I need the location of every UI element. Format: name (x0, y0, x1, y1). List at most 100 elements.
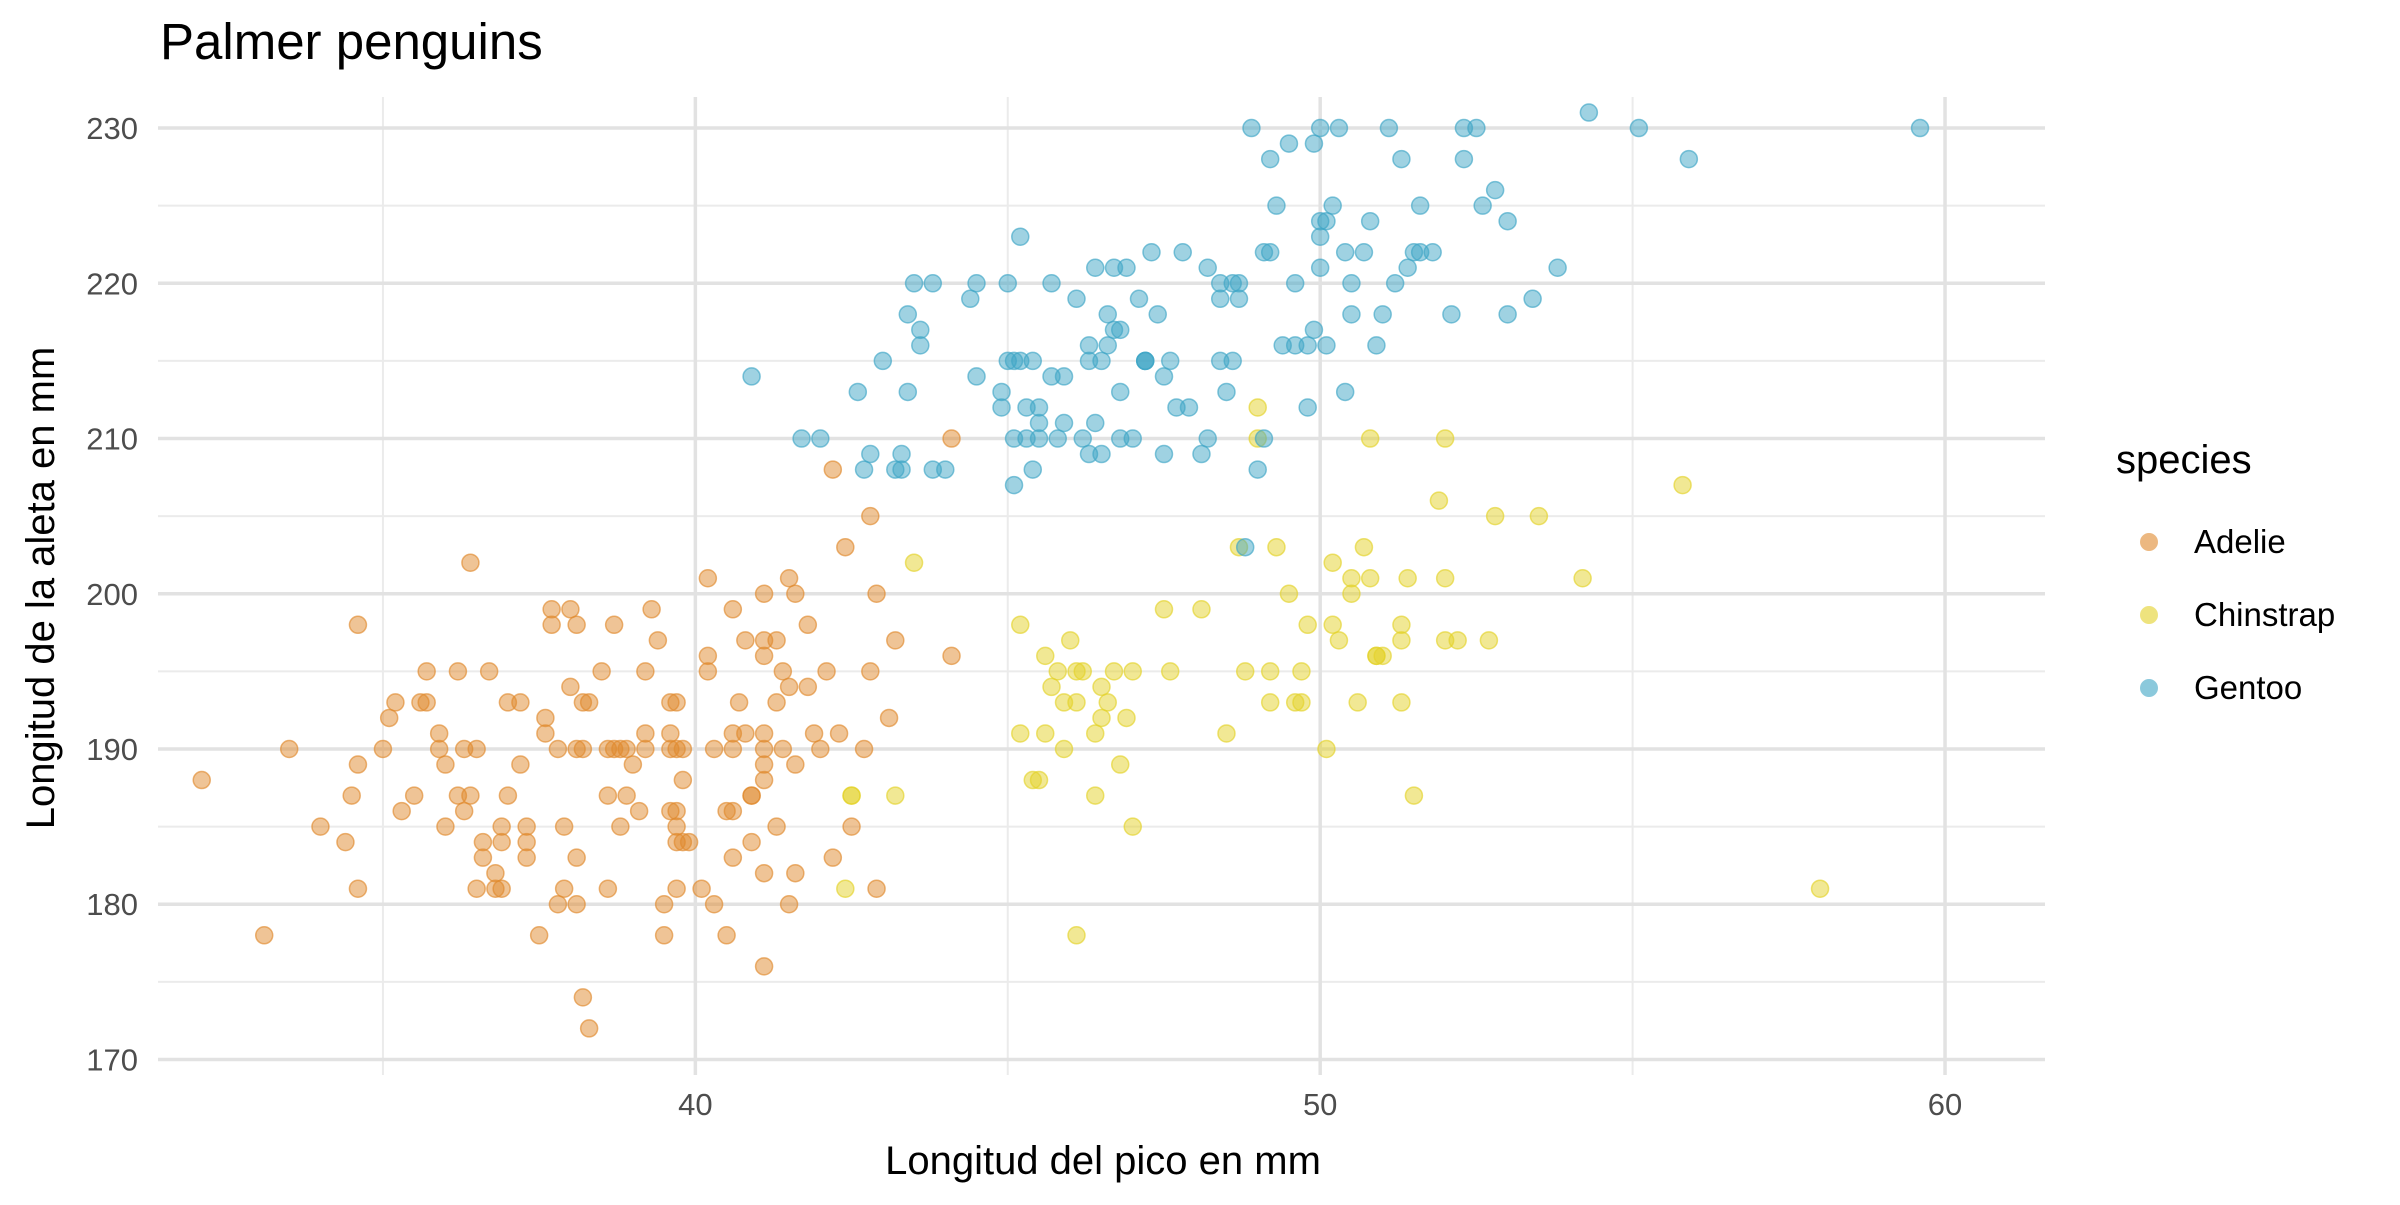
data-point (836, 537, 855, 557)
data-point (673, 832, 693, 852)
data-point (698, 646, 718, 666)
data-point (1629, 118, 1649, 138)
data-point (279, 739, 299, 759)
data-point (667, 693, 686, 712)
data-points (192, 103, 1930, 1038)
data-point (611, 739, 630, 759)
data-point (1473, 196, 1492, 215)
data-point (754, 755, 774, 774)
data-point (754, 646, 774, 666)
data-point (942, 429, 961, 448)
series-adelie (192, 429, 961, 1038)
series-gentoo (742, 103, 1930, 557)
data-point (1360, 429, 1380, 448)
data-point (567, 615, 586, 635)
data-point (1154, 600, 1174, 619)
y-tick-label: 170 (86, 1042, 138, 1077)
data-point (742, 832, 761, 852)
data-point (1410, 242, 1430, 262)
data-point (1086, 258, 1105, 278)
data-point (492, 879, 511, 898)
data-point (936, 460, 955, 479)
data-point (1323, 553, 1342, 572)
data-point (611, 817, 630, 836)
data-point (1192, 600, 1211, 619)
y-tick-label: 210 (86, 422, 138, 457)
y-tick-label: 220 (86, 266, 138, 301)
data-point (861, 662, 880, 681)
data-point (923, 274, 943, 293)
data-point (1192, 444, 1211, 464)
data-point (629, 801, 649, 821)
legend: species Adelie Chinstrap Gentoo (2116, 438, 2335, 724)
data-point (1054, 739, 1074, 759)
data-point (904, 553, 924, 572)
data-point (704, 739, 724, 759)
data-point (1117, 708, 1136, 728)
data-point (911, 336, 930, 355)
data-point (1310, 118, 1330, 138)
data-point (636, 724, 655, 743)
data-point (1260, 149, 1280, 169)
data-point (1429, 491, 1449, 510)
y-axis-ticks: 170 180 190 200 210 220 230 (86, 111, 138, 1077)
data-point (1223, 351, 1242, 371)
data-point (1042, 677, 1061, 697)
major-grid (158, 97, 2045, 1075)
data-point (348, 755, 368, 774)
data-point (1317, 211, 1336, 231)
data-point (1235, 662, 1255, 681)
data-point (1036, 724, 1055, 743)
data-point (967, 367, 986, 386)
y-tick-label: 200 (86, 577, 138, 612)
data-point (467, 739, 486, 759)
data-point (1086, 786, 1105, 805)
data-point (311, 817, 330, 836)
data-point (342, 786, 361, 805)
data-point (1248, 460, 1267, 479)
data-point (567, 848, 586, 867)
data-point (723, 739, 743, 759)
data-point (1004, 475, 1024, 495)
data-point (1148, 305, 1167, 324)
data-point (829, 724, 849, 743)
data-point (1129, 289, 1149, 309)
chart-title: Palmer penguins (160, 13, 543, 70)
data-point (1410, 196, 1430, 215)
data-point (1304, 134, 1324, 153)
data-point (554, 879, 574, 898)
data-point (604, 615, 624, 635)
data-point (348, 879, 368, 898)
data-point (1448, 631, 1467, 650)
data-point (1398, 568, 1417, 588)
data-point (517, 832, 536, 852)
data-point (598, 786, 618, 805)
data-point (654, 926, 674, 945)
data-point (1360, 211, 1380, 231)
data-point (811, 429, 830, 448)
data-point (1029, 429, 1049, 448)
data-point (1217, 382, 1236, 402)
data-point (779, 677, 799, 697)
data-point (754, 957, 774, 976)
data-point (1079, 336, 1099, 355)
data-point (804, 724, 824, 743)
data-point (1023, 351, 1043, 371)
data-point (767, 631, 786, 650)
data-point (867, 584, 886, 604)
data-point (1098, 305, 1117, 324)
data-point (1092, 677, 1111, 697)
data-point (1042, 274, 1061, 293)
data-point (811, 739, 830, 759)
data-point (542, 615, 561, 635)
x-tick-label: 60 (1928, 1087, 1962, 1122)
data-point (1198, 258, 1217, 278)
data-point (992, 398, 1011, 417)
data-point (1317, 739, 1336, 759)
data-point (779, 894, 799, 914)
data-point (1573, 568, 1592, 588)
data-point (886, 631, 905, 650)
data-point (786, 755, 805, 774)
data-point (767, 817, 786, 836)
data-point (436, 755, 455, 774)
